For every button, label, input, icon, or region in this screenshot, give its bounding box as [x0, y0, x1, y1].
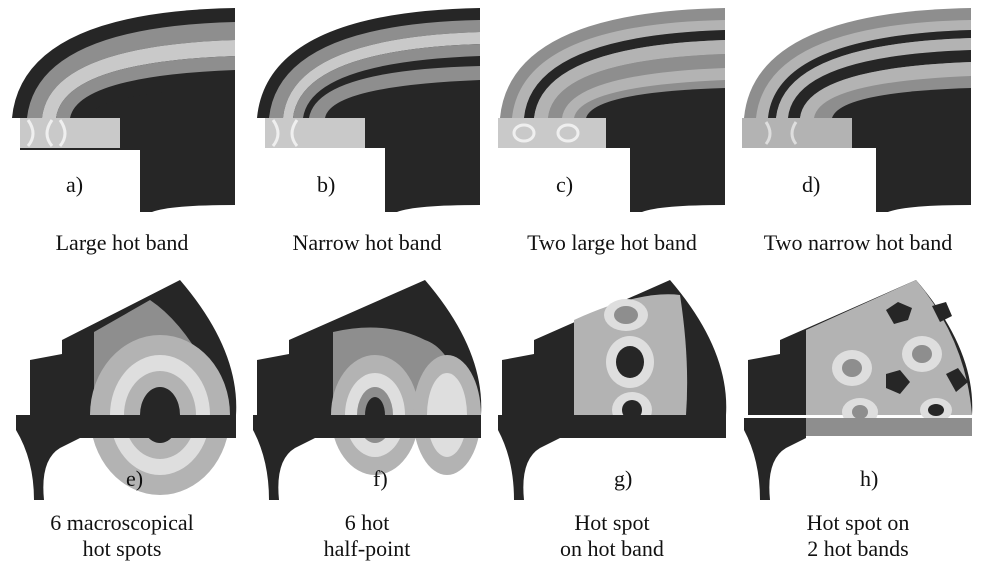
panel-caption-a: Large hot band [56, 230, 189, 255]
panel-caption-c: Two large hot band [527, 230, 697, 255]
panel-d: d) Two narrow hot band [742, 8, 971, 255]
sector-plot-h [744, 280, 973, 500]
sector-plot-f [253, 280, 482, 500]
disc-section-d [742, 8, 971, 212]
disc-section-a [12, 8, 235, 212]
panel-caption-g-line1: Hot spot [574, 510, 649, 535]
panel-g: g) Hot spot on hot band [498, 280, 727, 561]
panel-letter-d: d) [802, 172, 820, 197]
panel-h: h) Hot spot on 2 hot bands [744, 280, 973, 561]
panel-letter-b: b) [317, 172, 335, 197]
panel-a: a) Large hot band [12, 8, 235, 255]
sector-plot-e [16, 280, 237, 500]
panel-letter-f: f) [373, 466, 388, 491]
panel-e: e) 6 macroscopical hot spots [16, 280, 237, 561]
panel-caption-e-line1: 6 macroscopical [50, 510, 194, 535]
panel-letter-e: e) [126, 466, 143, 491]
sector-plot-g [498, 280, 727, 500]
disc-section-b [257, 8, 480, 212]
panel-c: c) Two large hot band [498, 8, 725, 255]
panel-f: f) 6 hot half-point [253, 280, 482, 561]
panel-caption-d: Two narrow hot band [764, 230, 952, 255]
panel-caption-f-line2: half-point [324, 536, 411, 561]
panel-letter-a: a) [66, 172, 83, 197]
disc-section-c [498, 8, 725, 212]
panel-caption-h-line1: Hot spot on [807, 510, 910, 535]
panel-caption-f-line1: 6 hot [345, 510, 390, 535]
panel-caption-b: Narrow hot band [292, 230, 441, 255]
panel-letter-h: h) [860, 466, 878, 491]
panel-caption-g-line2: on hot band [560, 536, 664, 561]
panel-caption-h-line2: 2 hot bands [807, 536, 908, 561]
panel-caption-e-line2: hot spots [83, 536, 162, 561]
panel-letter-c: c) [556, 172, 573, 197]
panel-b: b) Narrow hot band [257, 8, 480, 255]
panel-letter-g: g) [614, 466, 632, 491]
